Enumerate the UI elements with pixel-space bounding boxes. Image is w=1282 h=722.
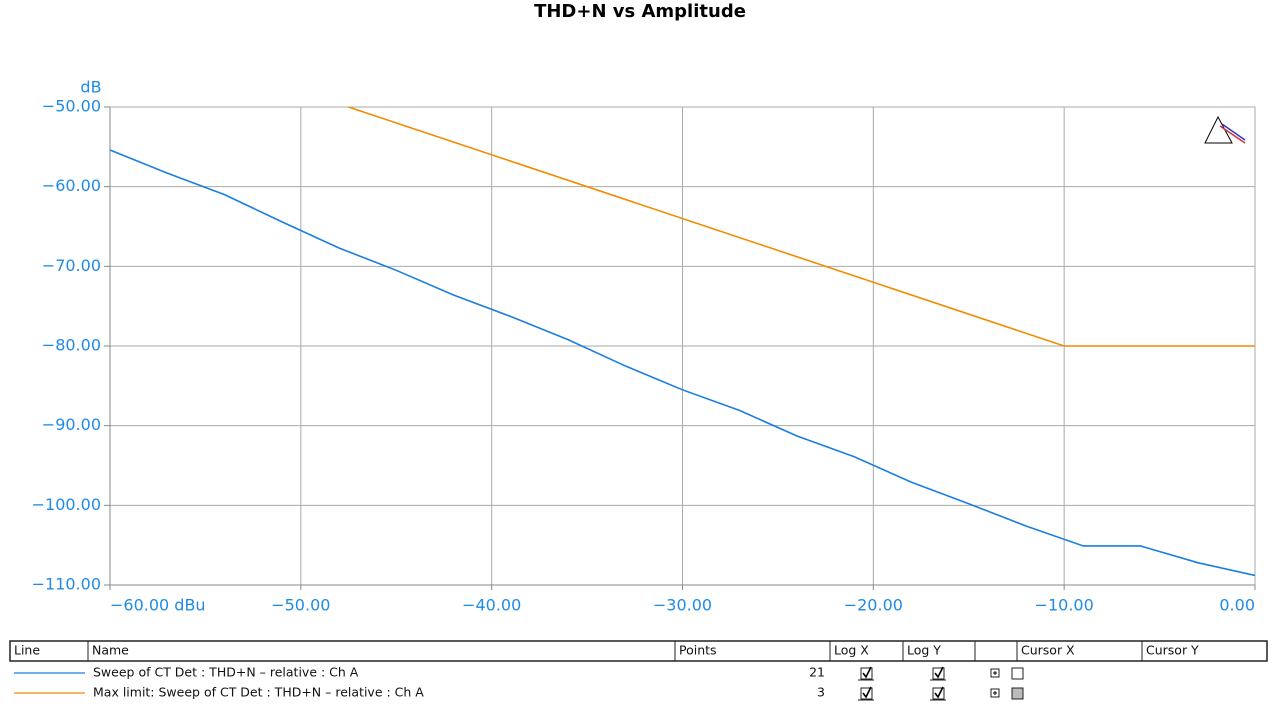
x-tick-label: −10.00	[1035, 596, 1094, 615]
column-header: Log Y	[907, 643, 941, 658]
y-tick-label: −80.00	[42, 336, 101, 355]
x-tick-label: −50.00	[271, 596, 330, 615]
y-tick-label: −60.00	[42, 176, 101, 195]
x-tick-label: −40.00	[462, 596, 521, 615]
column-header: Log X	[834, 643, 869, 658]
corner-icon	[1204, 115, 1246, 144]
checkbox	[1011, 687, 1024, 700]
legend-label: Max limit: Sweep of CT Det : THD+N – rel…	[93, 685, 424, 700]
check-mark	[862, 666, 872, 679]
column-header: Line	[14, 643, 40, 658]
legend-label: Sweep of CT Det : THD+N – relative : Ch …	[93, 665, 359, 680]
expand-plus	[993, 691, 997, 695]
checkbox	[932, 667, 945, 680]
check-mark	[934, 666, 944, 679]
checkbox	[860, 667, 873, 680]
y-tick-label: −110.00	[32, 575, 101, 594]
x-tick-label: −60.00 dBu	[110, 596, 206, 615]
series-line	[346, 107, 1255, 347]
checkbox	[860, 687, 873, 700]
y-tick-label: −90.00	[42, 415, 101, 434]
expand-plus	[993, 671, 997, 675]
y-tick-label: −70.00	[42, 256, 101, 275]
column-header: Cursor Y	[1146, 643, 1199, 658]
series-line	[110, 149, 1255, 577]
points: 3	[817, 685, 825, 700]
checkbox	[932, 687, 945, 700]
x-tick-label: −30.00	[653, 596, 712, 615]
x-tick-label: 0.00	[1219, 596, 1255, 615]
column-header: Name	[92, 643, 129, 658]
y-tick-label: −50.00	[42, 97, 101, 116]
column-header: Points	[679, 643, 717, 658]
checkbox	[1011, 667, 1024, 680]
chart-title: THD+N vs Amplitude	[534, 1, 746, 22]
x-tick-label: −20.00	[844, 596, 903, 615]
check-mark	[862, 686, 872, 699]
y-tick-label: −100.00	[32, 495, 101, 514]
table-header	[9, 640, 1268, 662]
column-header: Cursor X	[1021, 643, 1075, 658]
y-axis-label: dB	[80, 78, 101, 97]
points: 21	[809, 665, 825, 680]
check-mark	[934, 686, 944, 699]
